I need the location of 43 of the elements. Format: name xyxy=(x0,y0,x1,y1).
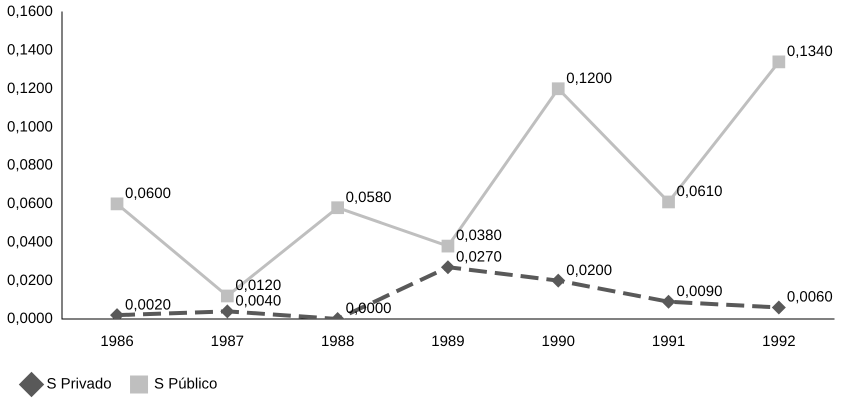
x-tick-label: 1990 xyxy=(542,333,575,350)
point xyxy=(440,260,455,274)
legend-label: S Público xyxy=(154,376,218,393)
data-label: 0,0270 xyxy=(456,248,502,266)
data-label: 0,0040 xyxy=(235,292,282,310)
y-tick-label: 0,1000 xyxy=(6,118,53,136)
point xyxy=(331,201,344,214)
point xyxy=(662,196,675,208)
y-tick-label: 0,0800 xyxy=(6,156,53,174)
data-label: 0,0090 xyxy=(676,282,722,300)
data-label: 0,1340 xyxy=(786,43,833,60)
point xyxy=(551,274,566,288)
x-tick-label: 1988 xyxy=(320,333,354,350)
y-tick-label: 0,0000 xyxy=(6,310,53,328)
point xyxy=(662,294,676,309)
point xyxy=(772,300,786,314)
point xyxy=(442,240,454,252)
data-label: 0,0020 xyxy=(125,296,171,314)
x-tick-label: 1991 xyxy=(652,333,686,350)
y-tick-label: 0,0400 xyxy=(6,233,53,250)
y-tick-label: 0,0200 xyxy=(6,272,53,289)
y-tick-label: 0,1400 xyxy=(6,42,53,59)
point xyxy=(772,56,786,68)
data-label: 0,0610 xyxy=(676,183,722,200)
x-tick-label: 1987 xyxy=(210,333,244,350)
point xyxy=(110,198,124,210)
data-label: 0,0200 xyxy=(566,262,612,279)
data-label: 0,0580 xyxy=(346,188,392,206)
point xyxy=(552,82,565,96)
point xyxy=(220,304,234,318)
x-tick-label: 1989 xyxy=(431,333,465,350)
data-label: 0,1200 xyxy=(566,70,612,87)
data-label: 0,0060 xyxy=(786,288,833,306)
data-label: 0,0600 xyxy=(125,185,171,202)
point xyxy=(220,290,234,302)
y-tick-label: 0,1200 xyxy=(6,80,53,97)
legend-label: S Privado xyxy=(46,376,112,393)
y-tick-label: 0,0600 xyxy=(6,195,53,212)
data-label: 0,0120 xyxy=(235,277,282,294)
data-label: 0,0380 xyxy=(456,227,502,244)
x-tick-label: 1986 xyxy=(100,333,134,350)
x-tick-label: 1992 xyxy=(762,333,796,350)
y-tick-label: 0,1600 xyxy=(6,3,53,20)
